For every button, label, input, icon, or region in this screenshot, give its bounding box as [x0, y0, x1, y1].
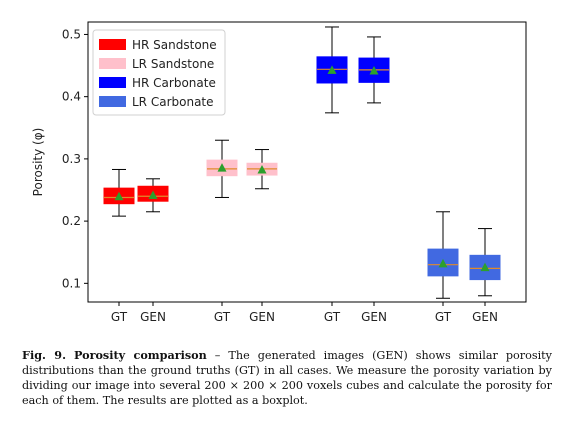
- box-lr-carbonate-gen: [469, 228, 501, 297]
- legend-label: LR Carbonate: [132, 95, 214, 109]
- legend-swatch: [99, 77, 126, 88]
- y-axis: 0.1 0.2 0.3 0.4 0.5: [62, 27, 88, 290]
- y-tick-label: 0.2: [62, 214, 81, 228]
- legend-entry: HR Carbonate: [99, 76, 216, 90]
- y-tick-label: 0.5: [62, 27, 81, 41]
- legend-label: HR Sandstone: [132, 38, 217, 52]
- x-tick-label: GT: [435, 310, 452, 324]
- porosity-boxplot: 0.1 0.2 0.3 0.4 0.5 GT GEN GT GEN GT GEN GT GEN HR …: [31, 21, 527, 324]
- legend: HR Sandstone LR Sandstone HR Carbonate LR C…: [92, 29, 226, 116]
- box-hr-sandstone-gt: [103, 168, 135, 217]
- x-tick-label: GEN: [249, 310, 275, 324]
- mean-marker: [257, 164, 267, 174]
- legend-swatch: [99, 58, 126, 69]
- caption-text: – The generated images (GEN) shows simil…: [22, 349, 552, 407]
- legend-swatch: [99, 39, 126, 50]
- caption-label: Fig. 9.: [22, 348, 66, 362]
- plot-frame: [87, 21, 527, 303]
- mean-marker: [327, 65, 337, 74]
- legend-label: LR Sandstone: [132, 57, 214, 71]
- box-lr-carbonate-gt: [427, 211, 459, 299]
- mean-marker: [148, 190, 158, 199]
- x-tick-label: GEN: [472, 310, 498, 324]
- box-lr-sandstone-gt: [206, 139, 238, 198]
- boxes: [103, 26, 501, 299]
- x-tick-label: GT: [214, 310, 231, 324]
- legend-frame: [92, 29, 226, 116]
- y-tick-label: 0.1: [62, 276, 81, 290]
- legend-label: HR Carbonate: [132, 76, 216, 90]
- box-hr-carbonate-gt: [316, 26, 348, 114]
- x-axis: GT GEN GT GEN GT GEN GT GEN: [111, 302, 498, 324]
- x-tick-label: GT: [324, 310, 341, 324]
- mean-marker: [369, 66, 379, 75]
- x-tick-label: GEN: [140, 310, 166, 324]
- mean-marker: [114, 191, 124, 201]
- box-lr-sandstone-gen: [246, 149, 278, 190]
- legend-entry: HR Sandstone: [99, 38, 217, 52]
- x-tick-label: GEN: [361, 310, 387, 324]
- iqr-box: [469, 254, 501, 281]
- figure-caption: Fig. 9. Porosity comparison – The genera…: [22, 348, 552, 408]
- legend-entry: LR Carbonate: [99, 95, 214, 109]
- y-axis-label: Porosity (φ): [31, 128, 45, 197]
- caption-title: Porosity comparison: [74, 348, 207, 362]
- y-tick-label: 0.3: [62, 152, 81, 166]
- box-hr-sandstone-gen: [137, 178, 169, 213]
- mean-marker: [217, 163, 227, 172]
- mean-marker: [438, 258, 448, 268]
- mean-marker: [480, 262, 490, 272]
- y-tick-label: 0.4: [62, 90, 81, 104]
- x-tick-label: GT: [111, 310, 128, 324]
- box-hr-carbonate-gen: [358, 36, 390, 104]
- legend-entry: LR Sandstone: [99, 57, 214, 71]
- legend-swatch: [99, 96, 126, 107]
